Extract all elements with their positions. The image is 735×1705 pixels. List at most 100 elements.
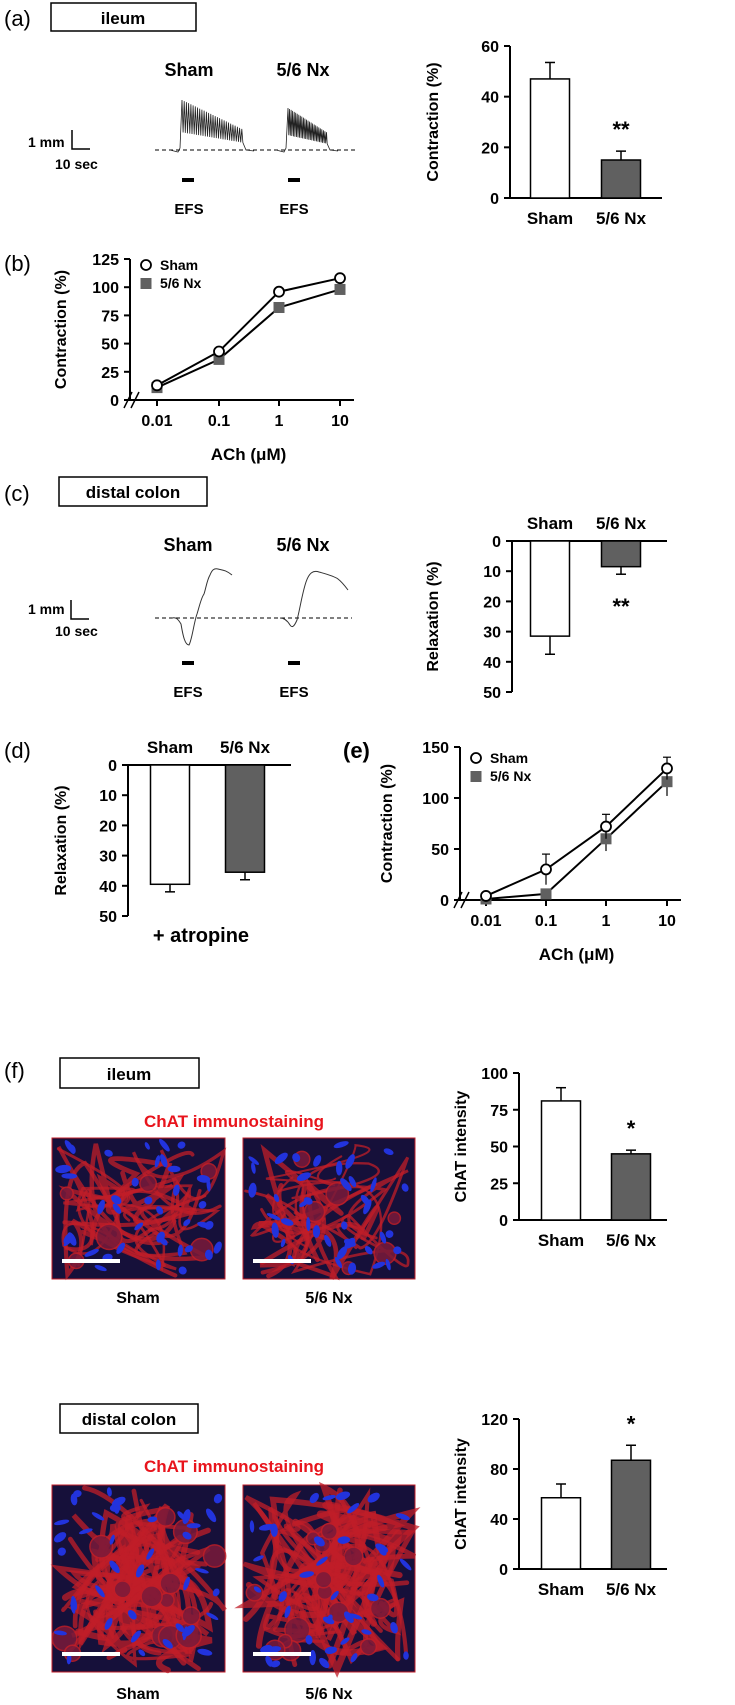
nucleus [377, 1574, 385, 1588]
stained-fiber [50, 1485, 208, 1602]
point-nx [273, 302, 285, 314]
stained-cell [202, 1544, 227, 1568]
panel-d-tag: (d) [4, 738, 31, 763]
category-label: 5/6 Nx [606, 1231, 657, 1250]
nucleus [292, 1153, 301, 1163]
legend-marker-nx [470, 771, 482, 782]
panel-a-scale-bar [71, 130, 90, 150]
nucleus [67, 1232, 77, 1246]
y-tick-label: 40 [99, 879, 117, 896]
y-tick-label: 80 [490, 1462, 508, 1479]
scale-bar [253, 1652, 311, 1656]
y-tick-label: 75 [101, 308, 119, 325]
nucleus [248, 1156, 259, 1165]
panel-c-stim-bar-sham [182, 661, 194, 665]
legend-marker-sham [470, 752, 482, 764]
nucleus [135, 1564, 145, 1578]
bar-nx [600, 159, 642, 199]
nucleus [147, 1516, 158, 1523]
nucleus [71, 1595, 78, 1611]
y-tick-label: 0 [110, 393, 119, 410]
panel-c-trace-sham [171, 568, 233, 646]
nucleus [271, 1222, 279, 1238]
y-tick-label: 100 [92, 280, 119, 297]
condition-label: + atropine [153, 925, 249, 947]
y-axis-label: ChAT intensity [453, 1438, 470, 1550]
nucleus [306, 1217, 311, 1232]
y-tick-label: 0 [499, 1562, 508, 1579]
panel-f-tag: (f) [4, 1058, 25, 1083]
nucleus [155, 1259, 161, 1271]
y-axis-label: Relaxation (%) [425, 561, 442, 671]
panel-f-tissue1-label: ileum [107, 1065, 151, 1084]
chart-f1-bar: 0 25 50 75 100 ChAT intensity Sham 5/6 Nx * [453, 1066, 667, 1250]
legend-label-nx: 5/6 Nx [490, 768, 531, 784]
y-tick-label: 0 [490, 191, 499, 208]
stained-cell [359, 1638, 378, 1656]
nucleus [109, 1560, 120, 1574]
nucleus [91, 1512, 105, 1521]
nucleus [84, 1248, 99, 1257]
y-tick-label: 40 [481, 90, 499, 107]
panel-c-trace-nx-label: 5/6 Nx [276, 535, 329, 555]
nucleus [53, 1532, 67, 1543]
panel-a-stim-label-nx: EFS [279, 201, 308, 218]
chart-a-bar: 0 20 40 60 Contraction (%) Sham 5/6 Nx ** [425, 39, 662, 228]
nucleus [54, 1519, 70, 1526]
nucleus [160, 1154, 168, 1168]
nucleus [66, 1654, 72, 1665]
y-tick-label: 50 [431, 842, 449, 859]
panel-c-tag: (c) [4, 481, 30, 506]
nucleus [112, 1203, 122, 1214]
nucleus [253, 1555, 264, 1562]
micrograph-ileum-nx-label: 5/6 Nx [305, 1290, 352, 1307]
nucleus [309, 1650, 317, 1666]
nucleus [131, 1177, 139, 1187]
nucleus [313, 1536, 325, 1547]
nucleus [278, 1591, 287, 1602]
nucleus [167, 1165, 181, 1173]
series-line-sham [485, 767, 668, 897]
nucleus [104, 1149, 113, 1157]
nucleus [337, 1246, 348, 1260]
nucleus [195, 1567, 209, 1574]
nucleus [53, 1630, 67, 1636]
significance-mark: ** [612, 594, 630, 619]
nucleus [73, 1490, 82, 1498]
y-tick-label: 20 [481, 140, 499, 157]
y-tick-label: 60 [481, 39, 499, 56]
nucleus [104, 1617, 113, 1630]
stained-cell [89, 1534, 114, 1559]
y-axis-label: Contraction (%) [53, 270, 70, 389]
nucleus [313, 1155, 322, 1167]
stained-cell [314, 1570, 333, 1589]
y-tick-label: 10 [483, 564, 501, 581]
nucleus [156, 1206, 164, 1215]
nucleus [393, 1246, 402, 1255]
nucleus [177, 1244, 183, 1257]
panel-f-tissue1-box [59, 1057, 200, 1089]
nucleus [266, 1646, 282, 1654]
nucleus [401, 1183, 409, 1192]
nucleus [284, 1605, 291, 1618]
nucleus [253, 1586, 262, 1593]
category-label: Sham [527, 209, 573, 228]
panel-a-tissue-label: ileum [101, 9, 145, 28]
chart-d-bar: 0 10 20 30 40 50 Relaxation (%) Sham 5/6 Nx + atr… [53, 738, 291, 947]
y-tick-label: 20 [99, 818, 117, 835]
stained-fiber [277, 1162, 383, 1276]
nucleus [344, 1237, 356, 1249]
nucleus [337, 1536, 351, 1544]
y-tick-label: 100 [481, 1066, 508, 1083]
nucleus [182, 1531, 192, 1540]
y-axis-label: ChAT intensity [453, 1091, 470, 1203]
panel-c-trace-sham-label: Sham [163, 535, 212, 555]
series-line-nx [485, 780, 668, 900]
nucleus [184, 1245, 193, 1253]
nucleus [335, 1160, 343, 1176]
category-label: Sham [147, 738, 193, 757]
stained-cell [155, 1506, 176, 1528]
y-tick-label: 0 [108, 758, 117, 775]
x-tick-label: 1 [602, 913, 611, 930]
